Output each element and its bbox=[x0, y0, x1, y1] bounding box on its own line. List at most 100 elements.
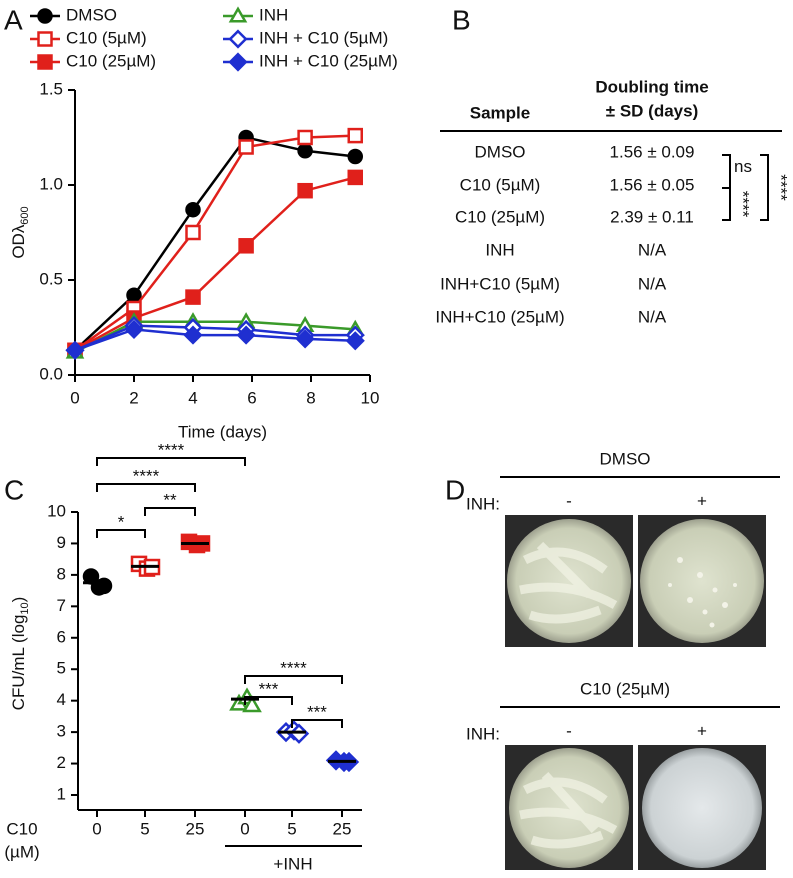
y-axis-title: CFU/mL (log10) bbox=[9, 597, 30, 711]
y-tick-label: 1.0 bbox=[39, 174, 63, 193]
significance-label: **** bbox=[280, 658, 307, 677]
table-cell: INH+C10 (5µM) bbox=[440, 274, 560, 293]
point bbox=[95, 577, 113, 595]
point bbox=[37, 31, 53, 47]
significance-label: * bbox=[118, 512, 125, 531]
significance-bracket bbox=[96, 529, 146, 538]
x-tick-label: 5 bbox=[287, 819, 296, 838]
y-tick-label: 6 bbox=[57, 627, 66, 646]
point bbox=[228, 52, 248, 72]
y-axis-title-sub: 10 bbox=[19, 602, 31, 614]
point bbox=[295, 329, 315, 349]
y-tick-label: 0.5 bbox=[39, 269, 63, 288]
legend-label: C10 (5µM) bbox=[66, 28, 147, 47]
plate bbox=[642, 748, 762, 868]
table-cell: 2.39 ± 0.11 bbox=[610, 207, 694, 226]
legend-label: INH + C10 (25µM) bbox=[259, 51, 398, 70]
table-cell: N/A bbox=[638, 240, 667, 259]
point bbox=[183, 325, 203, 345]
x-tick-label: 0 bbox=[92, 819, 101, 838]
legend-label: INH + C10 (5µM) bbox=[259, 28, 388, 47]
plate-photos bbox=[505, 515, 766, 870]
group-title: DMSO bbox=[600, 449, 651, 468]
point bbox=[347, 169, 363, 186]
y-tick-label: 0.0 bbox=[39, 364, 63, 383]
table-cell: 1.56 ± 0.09 bbox=[610, 142, 695, 161]
point bbox=[37, 8, 53, 24]
row-label: INH: bbox=[466, 494, 500, 513]
y-tick-label: 7 bbox=[57, 596, 66, 615]
point bbox=[65, 340, 85, 360]
significance-label: **** bbox=[133, 466, 160, 485]
point bbox=[124, 319, 144, 339]
group-title: C10 (25µM) bbox=[580, 679, 670, 698]
y-tick-label: 8 bbox=[57, 564, 66, 583]
significance-bracket bbox=[291, 719, 343, 728]
y-tick-label: 1.5 bbox=[39, 79, 63, 98]
comparison-label: **** bbox=[734, 191, 753, 218]
y-tick-label: 2 bbox=[57, 753, 66, 772]
legend-label: C10 (25µM) bbox=[66, 51, 156, 70]
significance-bracket bbox=[96, 483, 196, 492]
x-tick-label: 25 bbox=[333, 819, 352, 838]
x-axis-title: Time (days) bbox=[178, 422, 267, 441]
point bbox=[228, 29, 248, 49]
point bbox=[238, 238, 254, 254]
plate bbox=[507, 519, 631, 643]
series-line bbox=[74, 176, 356, 352]
table-header: Sample bbox=[470, 103, 530, 122]
y-tick-label: 4 bbox=[57, 690, 66, 709]
comparison-label: ns bbox=[734, 157, 752, 176]
point bbox=[37, 54, 53, 70]
legend-label: DMSO bbox=[66, 5, 117, 24]
condition-label: + bbox=[697, 491, 707, 510]
y-tick-label: 9 bbox=[57, 533, 66, 552]
point bbox=[228, 6, 248, 23]
growth bbox=[519, 771, 618, 849]
x-tick-label: 2 bbox=[129, 388, 138, 407]
condition-label: - bbox=[566, 491, 572, 510]
x-axis-title: (µM) bbox=[4, 842, 39, 861]
significance-label: *** bbox=[307, 702, 327, 721]
x-tick-label: 25 bbox=[186, 819, 205, 838]
table-header: ± SD (days) bbox=[606, 101, 698, 120]
significance-label: *** bbox=[259, 679, 279, 698]
point bbox=[185, 201, 201, 218]
significance-bracket bbox=[244, 675, 343, 684]
point bbox=[126, 287, 142, 303]
series-line bbox=[74, 134, 356, 352]
panel-label: A bbox=[4, 4, 23, 35]
point bbox=[297, 182, 313, 199]
significance-bracket bbox=[96, 457, 246, 466]
table-cell: N/A bbox=[638, 274, 667, 293]
y-axis-title-end: ) bbox=[9, 597, 28, 603]
y-axis-title-main: CFU/mL (log bbox=[9, 615, 28, 711]
table-cell: N/A bbox=[638, 307, 667, 326]
x-tick-label: 0 bbox=[70, 388, 79, 407]
condition-label: - bbox=[566, 721, 572, 740]
plate bbox=[640, 519, 764, 643]
point bbox=[242, 695, 262, 713]
x-tick-label: 4 bbox=[188, 388, 197, 407]
table-cell: DMSO bbox=[475, 142, 526, 161]
comparison-bracket bbox=[722, 154, 731, 189]
table-cell: 1.56 ± 0.05 bbox=[610, 175, 695, 194]
point bbox=[297, 129, 313, 146]
table-header: Doubling time bbox=[595, 77, 708, 96]
point bbox=[185, 224, 201, 241]
x-tick-label: 10 bbox=[361, 388, 380, 407]
panel-label: C bbox=[4, 474, 24, 505]
y-tick-label: 5 bbox=[57, 659, 66, 678]
table-cell: INH bbox=[485, 240, 514, 259]
y-tick-label: 10 bbox=[47, 501, 66, 520]
comparison-label: **** bbox=[772, 174, 791, 201]
significance-label: **** bbox=[158, 440, 185, 459]
x-tick-label: 6 bbox=[247, 388, 256, 407]
point bbox=[297, 143, 313, 159]
significance-label: ** bbox=[163, 490, 177, 509]
condition-label: + bbox=[697, 721, 707, 740]
comparison-bracket bbox=[760, 154, 769, 221]
series-line bbox=[74, 320, 356, 354]
legend-label: INH bbox=[259, 5, 288, 24]
panel-label: D bbox=[445, 474, 465, 505]
